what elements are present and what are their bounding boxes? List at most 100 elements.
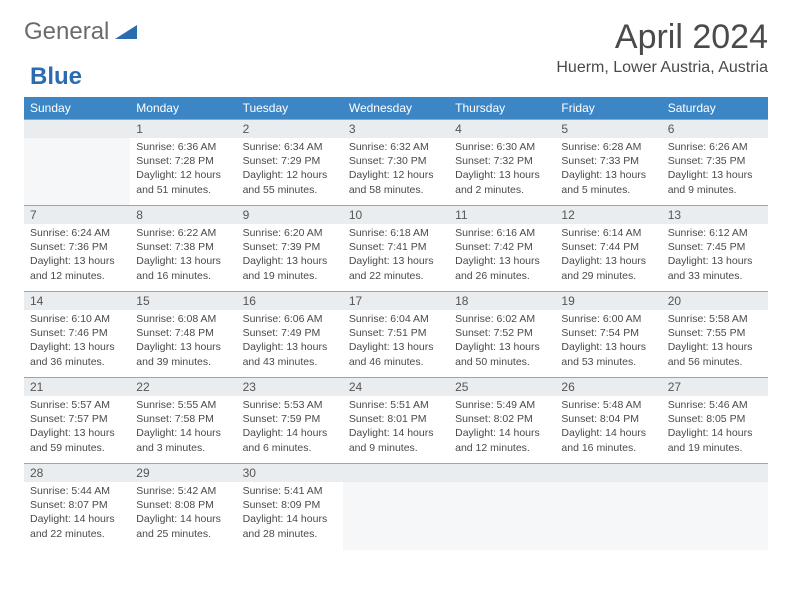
logo: General bbox=[24, 18, 143, 46]
day-number: 13 bbox=[662, 206, 768, 224]
calendar-day-cell: 26Sunrise: 5:48 AMSunset: 8:04 PMDayligh… bbox=[555, 378, 661, 464]
day-number: 4 bbox=[449, 120, 555, 138]
day-details: Sunrise: 5:42 AMSunset: 8:08 PMDaylight:… bbox=[130, 482, 236, 545]
calendar-day-cell: 25Sunrise: 5:49 AMSunset: 8:02 PMDayligh… bbox=[449, 378, 555, 464]
day-number: 5 bbox=[555, 120, 661, 138]
day-number: 17 bbox=[343, 292, 449, 310]
calendar-day-cell: 17Sunrise: 6:04 AMSunset: 7:51 PMDayligh… bbox=[343, 292, 449, 378]
logo-triangle-icon bbox=[115, 18, 137, 46]
day-number: 24 bbox=[343, 378, 449, 396]
day-details: Sunrise: 6:36 AMSunset: 7:28 PMDaylight:… bbox=[130, 138, 236, 201]
weekday-header: Saturday bbox=[662, 97, 768, 120]
calendar-day-cell bbox=[449, 464, 555, 550]
month-title: April 2024 bbox=[556, 18, 768, 57]
day-details: Sunrise: 5:46 AMSunset: 8:05 PMDaylight:… bbox=[662, 396, 768, 459]
logo-line2: Blue bbox=[30, 63, 774, 91]
calendar-day-cell: 30Sunrise: 5:41 AMSunset: 8:09 PMDayligh… bbox=[237, 464, 343, 550]
calendar-week-row: 21Sunrise: 5:57 AMSunset: 7:57 PMDayligh… bbox=[24, 378, 768, 464]
day-number: 11 bbox=[449, 206, 555, 224]
calendar-day-cell bbox=[24, 120, 130, 206]
day-number: 10 bbox=[343, 206, 449, 224]
day-number: 9 bbox=[237, 206, 343, 224]
calendar-day-cell: 3Sunrise: 6:32 AMSunset: 7:30 PMDaylight… bbox=[343, 120, 449, 206]
calendar-day-cell: 15Sunrise: 6:08 AMSunset: 7:48 PMDayligh… bbox=[130, 292, 236, 378]
calendar-day-cell: 21Sunrise: 5:57 AMSunset: 7:57 PMDayligh… bbox=[24, 378, 130, 464]
weekday-header: Sunday bbox=[24, 97, 130, 120]
day-details: Sunrise: 6:18 AMSunset: 7:41 PMDaylight:… bbox=[343, 224, 449, 287]
day-number: 29 bbox=[130, 464, 236, 482]
day-number: 8 bbox=[130, 206, 236, 224]
day-number: 26 bbox=[555, 378, 661, 396]
day-details: Sunrise: 5:44 AMSunset: 8:07 PMDaylight:… bbox=[24, 482, 130, 545]
day-number: 2 bbox=[237, 120, 343, 138]
calendar-day-cell: 12Sunrise: 6:14 AMSunset: 7:44 PMDayligh… bbox=[555, 206, 661, 292]
day-details: Sunrise: 6:08 AMSunset: 7:48 PMDaylight:… bbox=[130, 310, 236, 373]
calendar-day-cell: 5Sunrise: 6:28 AMSunset: 7:33 PMDaylight… bbox=[555, 120, 661, 206]
day-number: 27 bbox=[662, 378, 768, 396]
calendar-day-cell: 20Sunrise: 5:58 AMSunset: 7:55 PMDayligh… bbox=[662, 292, 768, 378]
calendar-body: 1Sunrise: 6:36 AMSunset: 7:28 PMDaylight… bbox=[24, 120, 768, 550]
weekday-header: Wednesday bbox=[343, 97, 449, 120]
calendar-day-cell: 8Sunrise: 6:22 AMSunset: 7:38 PMDaylight… bbox=[130, 206, 236, 292]
day-details: Sunrise: 6:00 AMSunset: 7:54 PMDaylight:… bbox=[555, 310, 661, 373]
day-details: Sunrise: 6:24 AMSunset: 7:36 PMDaylight:… bbox=[24, 224, 130, 287]
day-details: Sunrise: 6:32 AMSunset: 7:30 PMDaylight:… bbox=[343, 138, 449, 201]
day-details: Sunrise: 5:57 AMSunset: 7:57 PMDaylight:… bbox=[24, 396, 130, 459]
day-number: 25 bbox=[449, 378, 555, 396]
calendar-day-cell: 4Sunrise: 6:30 AMSunset: 7:32 PMDaylight… bbox=[449, 120, 555, 206]
calendar-day-cell: 9Sunrise: 6:20 AMSunset: 7:39 PMDaylight… bbox=[237, 206, 343, 292]
day-number-empty bbox=[24, 120, 130, 138]
calendar-day-cell: 24Sunrise: 5:51 AMSunset: 8:01 PMDayligh… bbox=[343, 378, 449, 464]
weekday-header: Tuesday bbox=[237, 97, 343, 120]
day-details: Sunrise: 5:41 AMSunset: 8:09 PMDaylight:… bbox=[237, 482, 343, 545]
day-details: Sunrise: 6:06 AMSunset: 7:49 PMDaylight:… bbox=[237, 310, 343, 373]
weekday-header: Thursday bbox=[449, 97, 555, 120]
calendar-day-cell: 23Sunrise: 5:53 AMSunset: 7:59 PMDayligh… bbox=[237, 378, 343, 464]
day-number: 22 bbox=[130, 378, 236, 396]
day-number: 3 bbox=[343, 120, 449, 138]
day-details: Sunrise: 6:04 AMSunset: 7:51 PMDaylight:… bbox=[343, 310, 449, 373]
day-number: 21 bbox=[24, 378, 130, 396]
logo-text-1: General bbox=[24, 18, 109, 46]
day-number: 12 bbox=[555, 206, 661, 224]
day-details: Sunrise: 6:12 AMSunset: 7:45 PMDaylight:… bbox=[662, 224, 768, 287]
calendar-week-row: 14Sunrise: 6:10 AMSunset: 7:46 PMDayligh… bbox=[24, 292, 768, 378]
day-details: Sunrise: 6:14 AMSunset: 7:44 PMDaylight:… bbox=[555, 224, 661, 287]
calendar-table: Sunday Monday Tuesday Wednesday Thursday… bbox=[24, 97, 768, 550]
day-number: 28 bbox=[24, 464, 130, 482]
day-details: Sunrise: 6:22 AMSunset: 7:38 PMDaylight:… bbox=[130, 224, 236, 287]
calendar-day-cell: 19Sunrise: 6:00 AMSunset: 7:54 PMDayligh… bbox=[555, 292, 661, 378]
calendar-day-cell: 16Sunrise: 6:06 AMSunset: 7:49 PMDayligh… bbox=[237, 292, 343, 378]
calendar-day-cell: 7Sunrise: 6:24 AMSunset: 7:36 PMDaylight… bbox=[24, 206, 130, 292]
day-number-empty bbox=[662, 464, 768, 482]
weekday-header: Friday bbox=[555, 97, 661, 120]
calendar-day-cell: 11Sunrise: 6:16 AMSunset: 7:42 PMDayligh… bbox=[449, 206, 555, 292]
day-number: 15 bbox=[130, 292, 236, 310]
calendar-week-row: 1Sunrise: 6:36 AMSunset: 7:28 PMDaylight… bbox=[24, 120, 768, 206]
calendar-day-cell: 29Sunrise: 5:42 AMSunset: 8:08 PMDayligh… bbox=[130, 464, 236, 550]
day-number: 19 bbox=[555, 292, 661, 310]
day-number: 18 bbox=[449, 292, 555, 310]
day-details: Sunrise: 6:10 AMSunset: 7:46 PMDaylight:… bbox=[24, 310, 130, 373]
day-number: 6 bbox=[662, 120, 768, 138]
calendar-week-row: 28Sunrise: 5:44 AMSunset: 8:07 PMDayligh… bbox=[24, 464, 768, 550]
day-details: Sunrise: 5:53 AMSunset: 7:59 PMDaylight:… bbox=[237, 396, 343, 459]
weekday-row: Sunday Monday Tuesday Wednesday Thursday… bbox=[24, 97, 768, 120]
calendar-day-cell bbox=[555, 464, 661, 550]
day-number: 16 bbox=[237, 292, 343, 310]
day-number-empty bbox=[343, 464, 449, 482]
day-number: 20 bbox=[662, 292, 768, 310]
day-number: 14 bbox=[24, 292, 130, 310]
day-details: Sunrise: 6:26 AMSunset: 7:35 PMDaylight:… bbox=[662, 138, 768, 201]
day-number: 1 bbox=[130, 120, 236, 138]
day-number-empty bbox=[555, 464, 661, 482]
day-details: Sunrise: 5:48 AMSunset: 8:04 PMDaylight:… bbox=[555, 396, 661, 459]
day-details: Sunrise: 5:51 AMSunset: 8:01 PMDaylight:… bbox=[343, 396, 449, 459]
day-details: Sunrise: 5:55 AMSunset: 7:58 PMDaylight:… bbox=[130, 396, 236, 459]
day-details: Sunrise: 6:30 AMSunset: 7:32 PMDaylight:… bbox=[449, 138, 555, 201]
calendar-day-cell: 18Sunrise: 6:02 AMSunset: 7:52 PMDayligh… bbox=[449, 292, 555, 378]
calendar-day-cell bbox=[662, 464, 768, 550]
day-details: Sunrise: 6:34 AMSunset: 7:29 PMDaylight:… bbox=[237, 138, 343, 201]
day-details: Sunrise: 6:02 AMSunset: 7:52 PMDaylight:… bbox=[449, 310, 555, 373]
day-number-empty bbox=[449, 464, 555, 482]
